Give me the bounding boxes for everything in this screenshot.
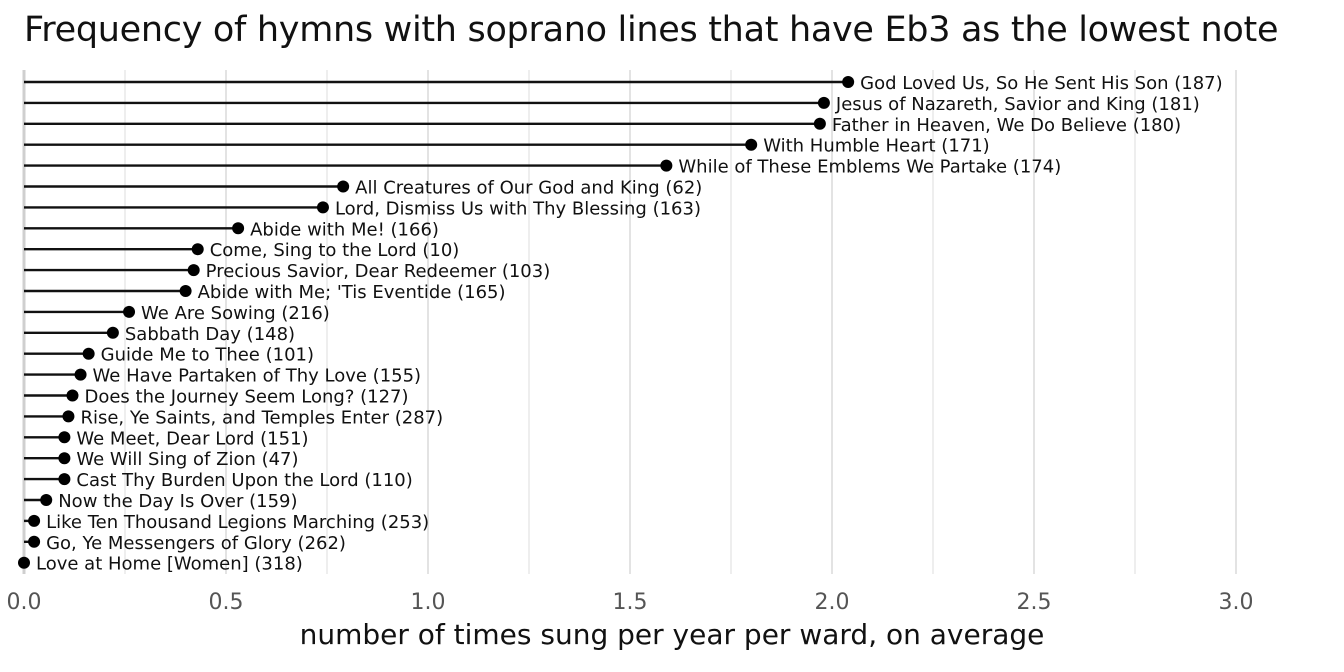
lollipop-point bbox=[40, 494, 53, 506]
point-label: We Are Sowing (216) bbox=[141, 303, 330, 324]
point-label: We Have Partaken of Thy Love (155) bbox=[93, 366, 422, 387]
lollipop-point bbox=[58, 452, 71, 465]
x-tick-label: 2.0 bbox=[815, 590, 850, 615]
lollipop-point bbox=[745, 138, 758, 151]
point-label: Lord, Dismiss Us with Thy Blessing (163) bbox=[335, 198, 701, 219]
point-label: God Loved Us, So He Sent His Son (187) bbox=[860, 73, 1222, 94]
point-label: Now the Day Is Over (159) bbox=[58, 491, 297, 512]
x-tick-label: 1.0 bbox=[411, 590, 446, 615]
lollipop-stems bbox=[24, 80, 849, 543]
point-label: We Meet, Dear Lord (151) bbox=[76, 428, 308, 449]
x-tick-label: 1.5 bbox=[613, 590, 648, 615]
point-label: Precious Savior, Dear Redeemer (103) bbox=[206, 261, 551, 282]
x-tick-label: 0.5 bbox=[209, 590, 244, 615]
point-label: Abide with Me! (166) bbox=[250, 219, 439, 240]
x-axis-ticks: 0.0 0.5 1.0 1.5 2.0 2.5 3.0 bbox=[7, 590, 1254, 615]
lollipop-point bbox=[28, 514, 41, 527]
lollipop-points bbox=[18, 76, 855, 569]
point-label: With Humble Heart (171) bbox=[763, 136, 990, 157]
lollipop-point bbox=[179, 285, 192, 297]
point-label: Abide with Me; 'Tis Eventide (165) bbox=[198, 282, 506, 303]
point-label: We Will Sing of Zion (47) bbox=[76, 449, 298, 470]
lollipop-point bbox=[232, 222, 245, 235]
lollipop-point bbox=[58, 473, 71, 486]
point-label: Father in Heaven, We Do Believe (180) bbox=[832, 115, 1181, 136]
point-labels: God Loved Us, So He Sent His Son (187)Je… bbox=[36, 73, 1223, 575]
x-tick-label: 2.5 bbox=[1017, 590, 1052, 615]
point-label: Guide Me to Thee (101) bbox=[101, 345, 314, 366]
point-label: While of These Emblems We Partake (174) bbox=[678, 157, 1061, 178]
lollipop-point bbox=[660, 159, 673, 172]
lollipop-point bbox=[62, 410, 75, 423]
point-label: Does the Journey Seem Long? (127) bbox=[84, 387, 408, 408]
point-label: Love at Home [Women] (318) bbox=[36, 554, 303, 575]
lollipop-point bbox=[66, 389, 79, 402]
lollipop-point bbox=[58, 431, 71, 444]
point-label: Go, Ye Messengers of Glory (262) bbox=[46, 533, 346, 554]
lollipop-point bbox=[106, 326, 119, 339]
lollipop-point bbox=[74, 368, 87, 381]
point-label: Sabbath Day (148) bbox=[125, 324, 295, 345]
point-label: Rise, Ye Saints, and Temples Enter (287) bbox=[80, 407, 443, 428]
x-tick-label: 3.0 bbox=[1219, 590, 1254, 615]
lollipop-point bbox=[813, 117, 826, 130]
lollipop-point bbox=[28, 535, 41, 548]
point-label: Come, Sing to the Lord (10) bbox=[210, 240, 460, 261]
lollipop-point bbox=[187, 264, 200, 277]
grid-lines bbox=[22, 70, 1237, 574]
x-tick-label: 0.0 bbox=[7, 590, 42, 615]
x-axis-label: number of times sung per year per ward, … bbox=[299, 618, 1045, 651]
chart-title: Frequency of hymns with soprano lines th… bbox=[24, 10, 1279, 50]
lollipop-point bbox=[842, 76, 855, 88]
lollipop-point bbox=[191, 243, 204, 256]
point-label: Jesus of Nazareth, Savior and King (181) bbox=[835, 94, 1200, 115]
lollipop-point bbox=[337, 180, 350, 193]
lollipop-point bbox=[123, 305, 136, 318]
lollipop-point bbox=[316, 201, 329, 214]
lollipop-point bbox=[18, 556, 30, 569]
point-label: Like Ten Thousand Legions Marching (253) bbox=[46, 512, 429, 533]
lollipop-point bbox=[817, 96, 830, 109]
lollipop-point bbox=[82, 347, 95, 360]
point-label: All Creatures of Our God and King (62) bbox=[355, 178, 702, 199]
point-label: Cast Thy Burden Upon the Lord (110) bbox=[76, 470, 412, 491]
